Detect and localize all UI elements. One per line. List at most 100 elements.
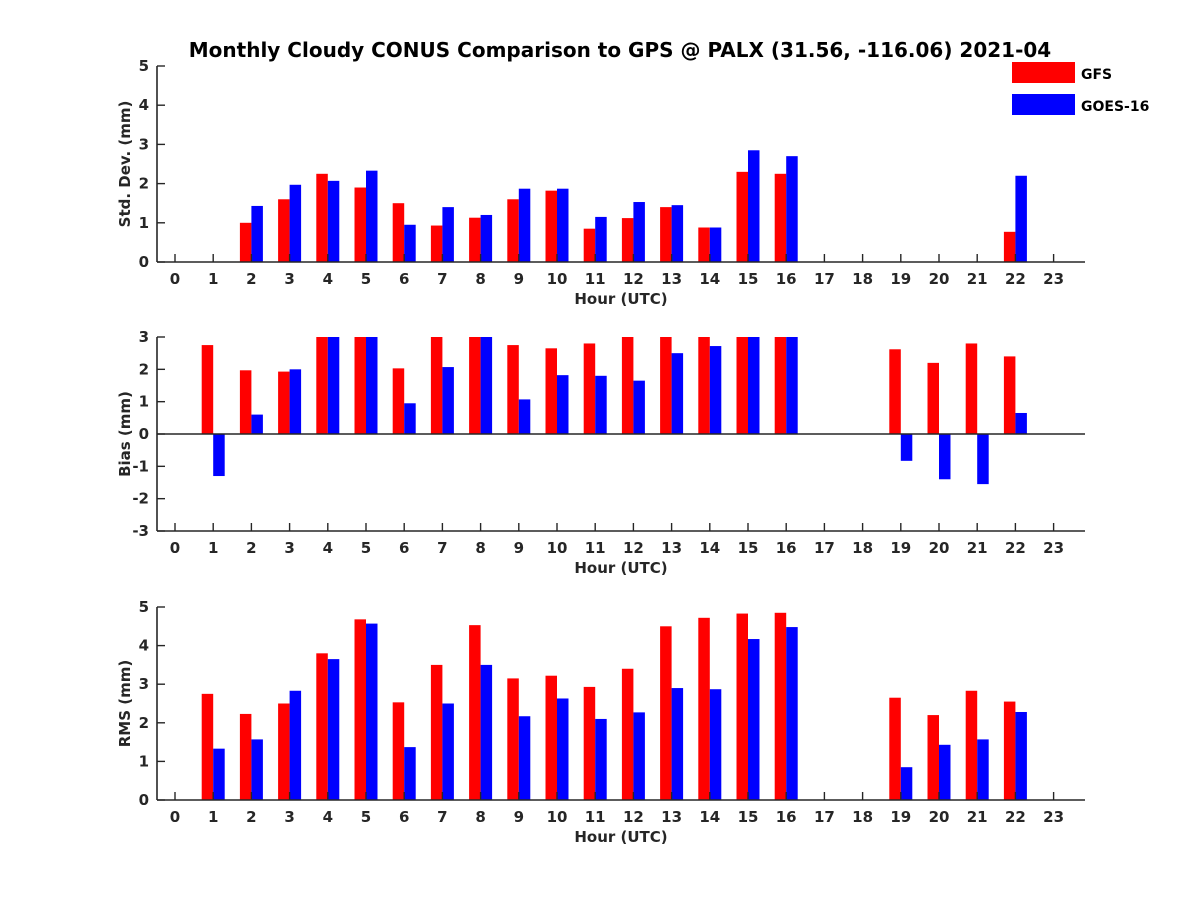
stddev-x-tick-label: 4 — [323, 270, 333, 288]
rms-y-tick-label: 2 — [139, 714, 149, 732]
bias-bar-goes16-hour-2 — [251, 414, 263, 434]
stddev-x-tick-label: 13 — [661, 270, 682, 288]
bias-bar-goes16-hour-13 — [671, 353, 684, 434]
rms-x-tick-label: 20 — [929, 808, 950, 826]
bias-x-tick-label: 10 — [547, 539, 568, 557]
bias-bar-goes16-hour-3 — [289, 369, 302, 434]
bias-x-tick-label: 5 — [361, 539, 371, 557]
stddev-x-tick-label: 19 — [890, 270, 911, 288]
bias-bar-gfs-hour-14 — [698, 337, 710, 434]
stddev-x-tick-label: 20 — [929, 270, 950, 288]
rms-bar-goes16-hour-6 — [404, 747, 416, 800]
stddev-x-tick-label: 6 — [399, 270, 409, 288]
rms-bar-goes16-hour-14 — [709, 689, 722, 800]
rms-bar-goes16-hour-4 — [327, 659, 340, 800]
rms-x-tick-label: 19 — [890, 808, 911, 826]
rms-bar-goes16-hour-8 — [480, 664, 493, 800]
stddev-y-tick-label: 0 — [139, 253, 149, 271]
stddev-x-tick-label: 21 — [967, 270, 988, 288]
bias-y-tick-label: -2 — [132, 490, 149, 508]
bias-y-axis-label: Bias (mm) — [116, 391, 134, 477]
bias-x-tick-label: 7 — [437, 539, 447, 557]
rms-y-tick-label: 4 — [139, 637, 149, 655]
bias-bar-gfs-hour-22 — [1003, 356, 1016, 434]
legend-swatch-gfs — [1012, 62, 1075, 83]
rms-x-tick-label: 6 — [399, 808, 409, 826]
rms-bar-goes16-hour-3 — [289, 690, 302, 800]
bias-x-axis-label: Hour (UTC) — [574, 559, 667, 577]
rms-bar-goes16-hour-20 — [939, 744, 951, 800]
rms-x-tick-label: 13 — [661, 808, 682, 826]
bias-bar-goes16-hour-4 — [327, 337, 340, 434]
rms-bar-goes16-hour-11 — [595, 718, 607, 800]
stddev-bar-goes16-hour-22 — [1015, 175, 1027, 262]
rms-bar-goes16-hour-13 — [671, 688, 684, 800]
bias-bar-goes16-hour-16 — [786, 337, 798, 434]
rms-bar-gfs-hour-11 — [583, 686, 596, 800]
rms-bar-goes16-hour-15 — [748, 639, 760, 800]
bias-bar-goes16-hour-7 — [442, 367, 454, 434]
stddev-bar-goes16-hour-12 — [633, 202, 645, 262]
bias-y-tick-label: 2 — [139, 360, 149, 378]
bias-x-tick-label: 14 — [699, 539, 720, 557]
rms-bar-gfs-hour-12 — [621, 668, 634, 800]
stddev-bar-gfs-hour-13 — [660, 207, 672, 262]
stddev-y-tick-label: 2 — [139, 175, 149, 193]
rms-bar-gfs-hour-3 — [278, 703, 290, 800]
rms-x-tick-label: 4 — [323, 808, 333, 826]
stddev-x-tick-label: 7 — [437, 270, 447, 288]
stddev-y-tick-label: 1 — [139, 214, 149, 232]
stddev-x-tick-label: 3 — [284, 270, 294, 288]
bias-x-tick-label: 9 — [514, 539, 524, 557]
rms-bar-goes16-hour-7 — [442, 703, 454, 800]
bias-x-tick-label: 22 — [1005, 539, 1026, 557]
bias-bar-gfs-hour-10 — [545, 348, 557, 434]
bias-bar-goes16-hour-19 — [900, 434, 913, 461]
stddev-x-tick-label: 12 — [623, 270, 644, 288]
rms-x-tick-label: 11 — [585, 808, 606, 826]
stddev-bar-goes16-hour-8 — [480, 214, 493, 262]
stddev-x-tick-label: 17 — [814, 270, 835, 288]
rms-x-tick-label: 9 — [514, 808, 524, 826]
chart-title: Monthly Cloudy CONUS Comparison to GPS @… — [189, 38, 1051, 62]
stddev-x-tick-label: 0 — [170, 270, 180, 288]
rms-x-tick-label: 16 — [776, 808, 797, 826]
legend-label-gfs: GFS — [1081, 67, 1112, 83]
stddev-x-tick-label: 23 — [1043, 270, 1064, 288]
bias-bar-goes16-hour-14 — [709, 346, 722, 434]
bias-x-tick-label: 4 — [323, 539, 333, 557]
stddev-bar-goes16-hour-5 — [366, 170, 378, 262]
bias-x-tick-label: 12 — [623, 539, 644, 557]
stddev-bar-goes16-hour-7 — [442, 207, 454, 262]
bias-x-tick-label: 6 — [399, 539, 409, 557]
rms-bar-goes16-hour-2 — [251, 739, 263, 800]
stddev-x-tick-label: 1 — [208, 270, 218, 288]
bias-x-tick-label: 2 — [246, 539, 256, 557]
stddev-bar-gfs-hour-8 — [469, 217, 481, 262]
stddev-bar-gfs-hour-6 — [392, 203, 405, 262]
bias-x-tick-label: 19 — [890, 539, 911, 557]
bias-bar-gfs-hour-16 — [774, 337, 787, 434]
stddev-bar-goes16-hour-2 — [251, 205, 263, 262]
stddev-y-tick-label: 3 — [139, 135, 149, 153]
rms-bar-gfs-hour-21 — [965, 690, 978, 800]
rms-bar-gfs-hour-14 — [698, 617, 710, 800]
rms-bar-gfs-hour-19 — [889, 697, 901, 800]
rms-x-tick-label: 3 — [284, 808, 294, 826]
stddev-x-tick-label: 8 — [475, 270, 485, 288]
stddev-bar-gfs-hour-14 — [698, 227, 710, 262]
rms-bar-goes16-hour-9 — [518, 716, 531, 800]
rms-y-tick-label: 5 — [139, 598, 149, 616]
rms-bar-gfs-hour-10 — [545, 675, 557, 800]
rms-y-tick-label: 0 — [139, 791, 149, 809]
bias-bar-gfs-hour-19 — [889, 349, 901, 434]
rms-x-tick-label: 22 — [1005, 808, 1026, 826]
legend-swatch-goes16 — [1012, 94, 1075, 115]
rms-bar-gfs-hour-15 — [736, 613, 748, 800]
stddev-x-tick-label: 18 — [852, 270, 873, 288]
stddev-bar-goes16-hour-9 — [518, 188, 531, 262]
